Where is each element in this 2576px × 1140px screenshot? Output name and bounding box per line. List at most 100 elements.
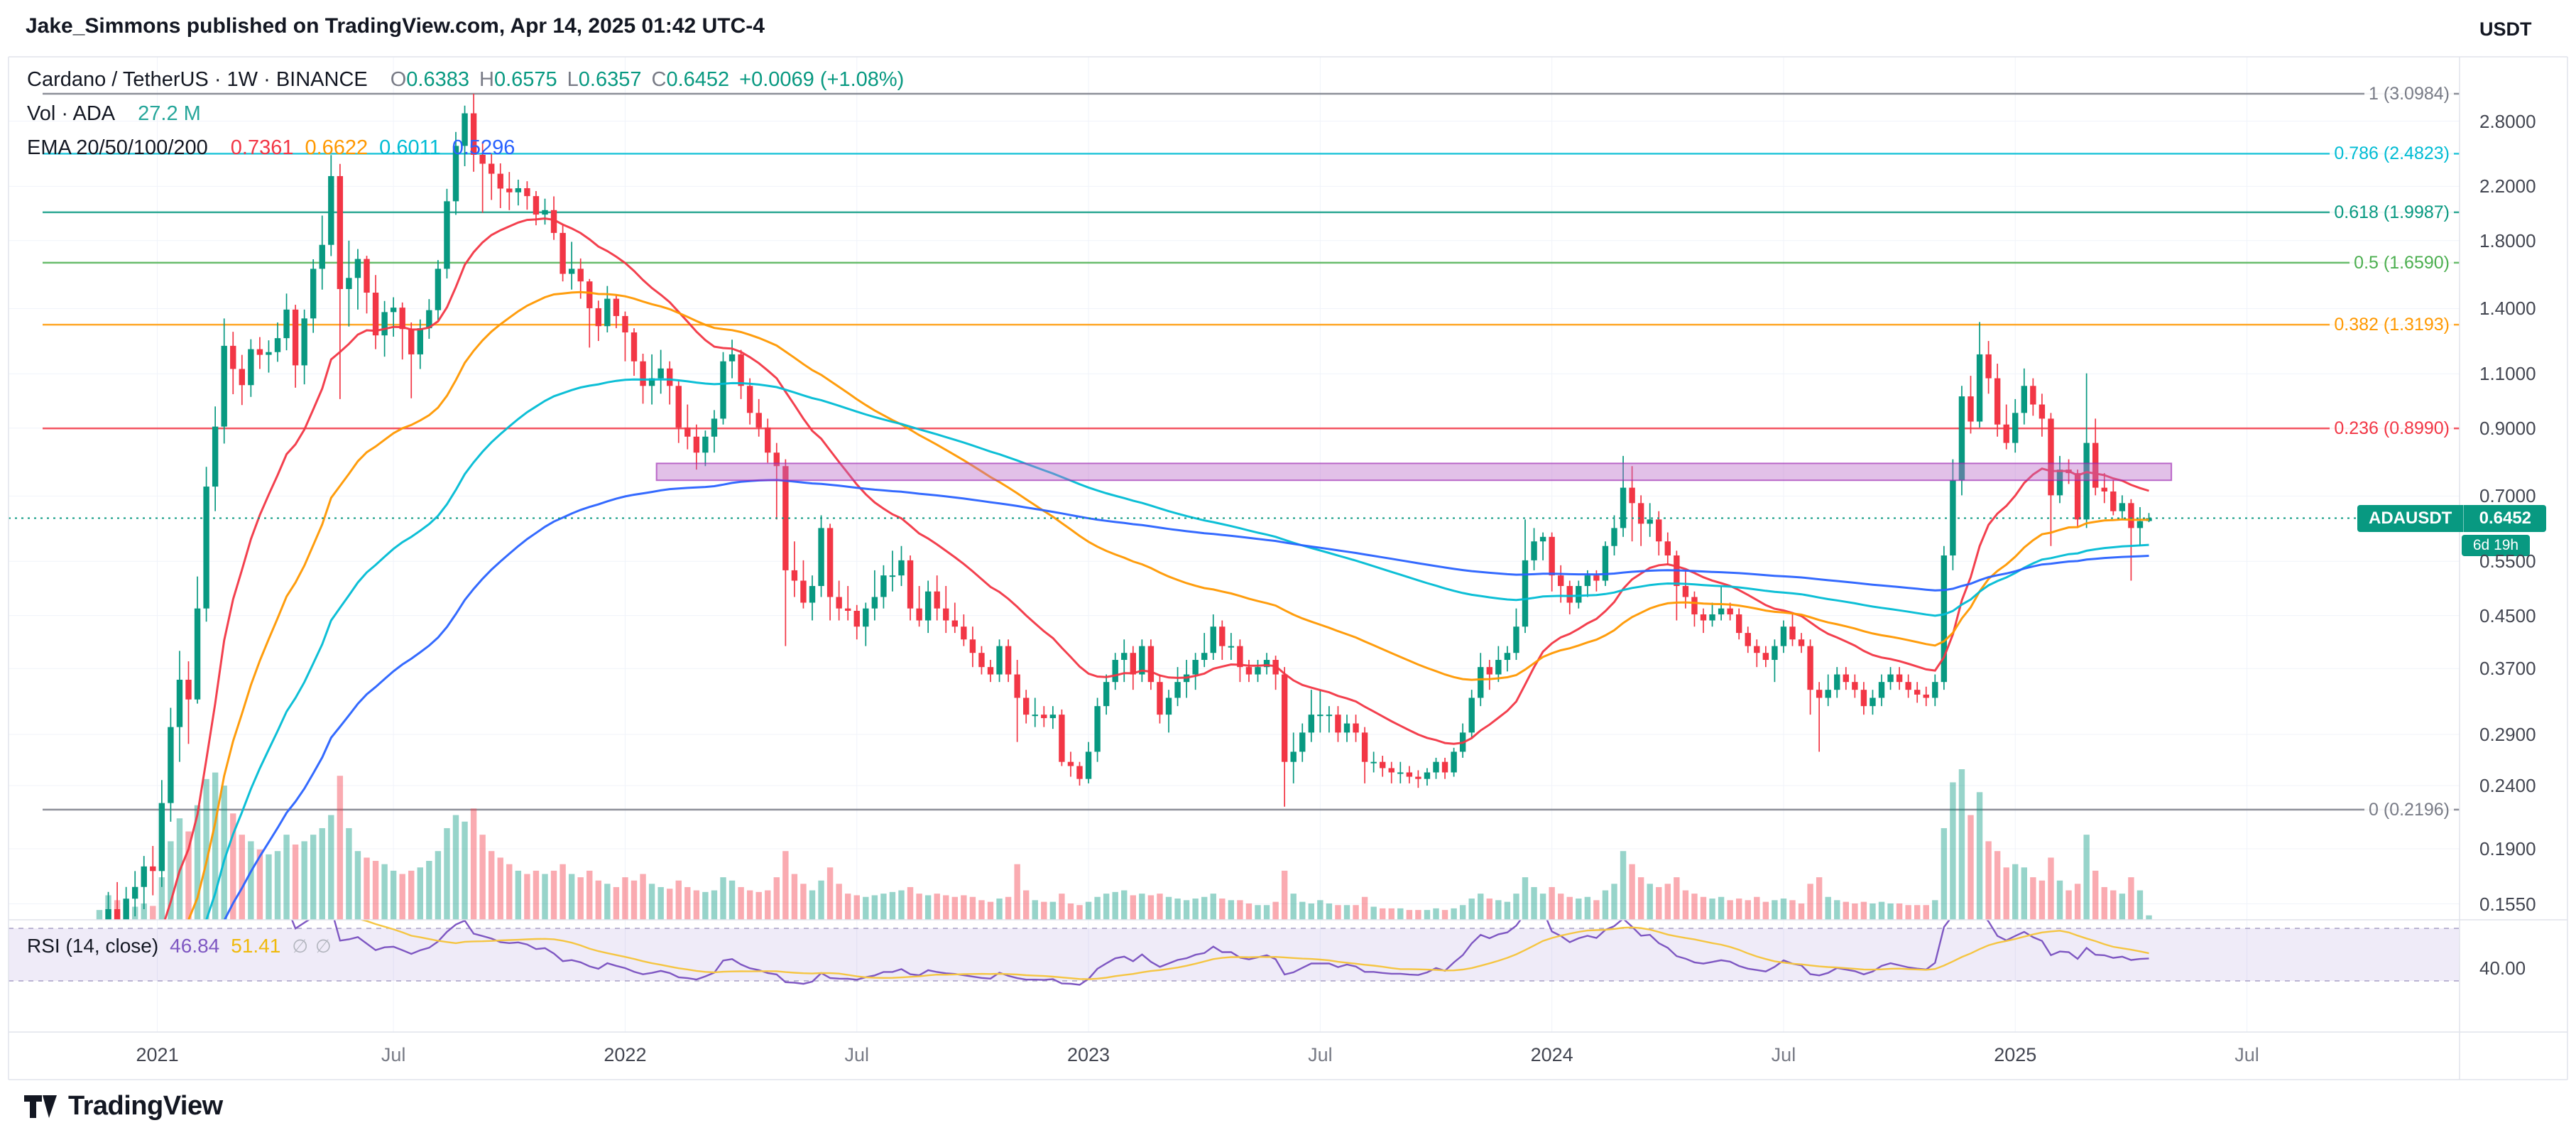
candle-body bbox=[1210, 626, 1216, 653]
candle-body bbox=[435, 268, 442, 310]
volume-bar bbox=[364, 857, 370, 920]
volume-legend-row[interactable]: Vol · ADA 27.2 M bbox=[27, 97, 904, 131]
candle-body bbox=[203, 487, 209, 609]
volume-bar bbox=[675, 880, 682, 920]
volume-bar bbox=[1326, 903, 1333, 920]
candle-body bbox=[1629, 487, 1635, 504]
volume-bar bbox=[337, 776, 344, 920]
open-value: 0.6383 bbox=[406, 67, 469, 91]
candle-body bbox=[1219, 626, 1226, 646]
volume-bar bbox=[1308, 903, 1314, 920]
volume-bar bbox=[1201, 896, 1208, 920]
candle-body bbox=[765, 427, 771, 453]
candle-body bbox=[1887, 674, 1894, 683]
candle-body bbox=[1647, 519, 1653, 524]
volume-bar bbox=[2119, 894, 2126, 920]
fib-level-label: 0.618 (1.9987) bbox=[2330, 200, 2454, 224]
volume-bar bbox=[720, 877, 726, 920]
price-axis-label: 0.2400 bbox=[2479, 775, 2536, 797]
candle-body bbox=[853, 610, 860, 627]
time-axis-label: 2025 bbox=[1994, 1044, 2037, 1065]
volume-bar bbox=[489, 851, 495, 920]
candle-body bbox=[337, 175, 344, 289]
volume-bar bbox=[426, 861, 432, 920]
ema-label: EMA 20/50/100/200 bbox=[27, 136, 208, 159]
time-axis-label: 2021 bbox=[136, 1044, 179, 1065]
candle-body bbox=[1049, 715, 1057, 719]
price-axis-label: 0.9000 bbox=[2479, 417, 2536, 439]
volume-bar bbox=[1353, 905, 1359, 920]
rsi-legend-row[interactable]: RSI (14, close) 46.84 51.41 ∅ ∅ bbox=[27, 935, 339, 957]
volume-bar bbox=[1397, 908, 1404, 920]
volume-bar bbox=[1272, 901, 1279, 920]
volume-bar bbox=[1343, 905, 1350, 920]
candle-body bbox=[880, 575, 887, 597]
candle-body bbox=[1549, 536, 1555, 576]
volume-bar bbox=[1834, 900, 1840, 920]
time-axis-label: Jul bbox=[1771, 1044, 1796, 1065]
volume-bar bbox=[283, 835, 290, 920]
empty-set-icon: ∅ bbox=[315, 935, 332, 957]
candle-body bbox=[818, 528, 824, 587]
candle-body bbox=[1299, 732, 1306, 752]
candle-body bbox=[924, 591, 932, 621]
volume-bar bbox=[1219, 899, 1226, 920]
fib-level-label: 1 (3.0984) bbox=[2364, 82, 2454, 105]
candle-body bbox=[1852, 682, 1858, 690]
volume-bar bbox=[96, 910, 103, 920]
volume-bar bbox=[1415, 910, 1421, 920]
volume-bar bbox=[622, 877, 628, 920]
last-price-badge: ADAUSDT 0.6452 bbox=[2357, 505, 2547, 532]
volume-bar bbox=[969, 896, 976, 920]
volume-bar bbox=[141, 903, 147, 920]
price-axis-label: 1.4000 bbox=[2479, 298, 2536, 320]
volume-bar bbox=[274, 851, 281, 920]
volume-bar bbox=[239, 835, 245, 920]
volume-bar bbox=[1459, 905, 1466, 920]
candle-body bbox=[1112, 660, 1118, 683]
volume-bar bbox=[2136, 890, 2144, 920]
volume-bar bbox=[1762, 901, 1769, 920]
candle-body bbox=[1637, 503, 1644, 524]
candle-body bbox=[1727, 608, 1733, 614]
price-axis-label: 1.8000 bbox=[2479, 229, 2536, 251]
volume-bar bbox=[1656, 886, 1662, 920]
ema-lines bbox=[163, 217, 2149, 920]
candle-body bbox=[702, 436, 709, 453]
volume-bar bbox=[346, 827, 352, 920]
candle-body bbox=[1139, 646, 1145, 675]
candle-body bbox=[800, 580, 807, 603]
volume-bar bbox=[1887, 903, 1894, 920]
candle-body bbox=[2003, 424, 2009, 443]
tradingview-logo-icon[interactable] bbox=[24, 1093, 58, 1120]
candle-body bbox=[1985, 354, 1992, 379]
volume-bar bbox=[1736, 899, 1742, 920]
volume-bar bbox=[1388, 908, 1395, 920]
candle-body bbox=[1941, 555, 1948, 683]
volume-bar bbox=[924, 895, 932, 920]
candle-body bbox=[292, 309, 299, 366]
volume-bar bbox=[1896, 903, 1903, 920]
candle-body bbox=[444, 201, 450, 269]
candle-body bbox=[239, 369, 245, 386]
candle-body bbox=[1923, 694, 1929, 698]
volume-bar bbox=[765, 890, 771, 920]
candle-body bbox=[462, 113, 468, 146]
volume-bar bbox=[2128, 877, 2134, 920]
ema-legend-row[interactable]: EMA 20/50/100/200 0.7361 0.6622 0.6011 0.52… bbox=[27, 131, 904, 165]
volume-bar bbox=[1451, 908, 1457, 920]
symbol-legend-row[interactable]: Cardano / TetherUS · 1W · BINANCE O 0.638… bbox=[27, 63, 904, 97]
candle-body bbox=[657, 368, 664, 379]
last-price-symbol: ADAUSDT bbox=[2357, 505, 2464, 532]
candle-body bbox=[1308, 715, 1314, 733]
volume-bar bbox=[1816, 877, 1823, 920]
high-label: H bbox=[479, 67, 494, 91]
fib-level-label: 0.786 (2.4823) bbox=[2330, 142, 2454, 165]
candle-body bbox=[2110, 491, 2117, 511]
volume-bar bbox=[800, 884, 807, 920]
tradingview-wordmark[interactable]: TradingView bbox=[68, 1091, 223, 1121]
volume-bar bbox=[1433, 908, 1439, 920]
candle-body bbox=[470, 113, 477, 155]
candle-body bbox=[560, 232, 566, 274]
